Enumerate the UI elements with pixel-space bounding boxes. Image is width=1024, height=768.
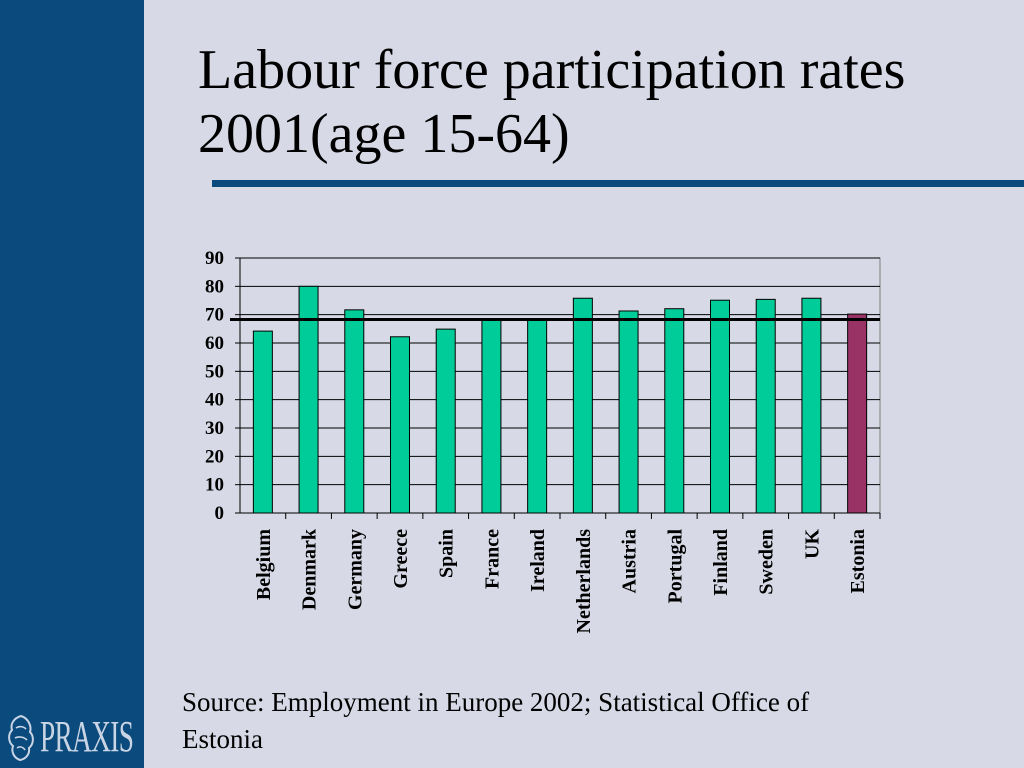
bar-germany [344,309,365,514]
bar-greece [390,336,410,514]
x-category-label: Denmark [299,528,321,610]
bar-austria [618,310,639,514]
y-tick-label: 60 [205,333,224,354]
source-note: Source: Employment in Europe 2002; Stati… [182,687,810,754]
x-category-label: Greece [390,529,412,589]
x-category-label: Germany [344,529,366,610]
praxis-logo: PRAXIS [4,708,140,764]
bar-portugal [664,308,685,514]
x-category-label: Estonia [847,529,869,593]
bar-finland [710,299,730,514]
x-category-label: Sweden [756,529,778,595]
x-category-label: France [481,529,503,589]
x-axis-ticks [285,513,881,519]
bars [252,285,868,514]
x-category-label: Belgium [253,529,275,600]
plot-area [239,257,881,514]
logo-wordmark: PRAXIS [40,712,134,761]
y-tick-label: 50 [205,361,224,382]
y-tick-label: 90 [205,248,224,269]
sidebar-band [0,0,144,768]
bar-france [481,319,502,514]
y-axis-ticks: 0 10 20 30 40 50 60 70 80 90 [205,248,240,524]
bar-netherlands [572,297,593,514]
x-category-label: Portugal [664,529,686,604]
bar-uk [801,297,822,514]
bar-spain [435,328,456,514]
x-category-label: Netherlands [573,529,595,634]
bar-belgium [252,330,273,514]
y-tick-label: 20 [205,446,224,467]
y-tick-label: 70 [205,305,224,326]
y-tick-label: 80 [205,276,224,297]
y-tick-label: 0 [215,503,225,524]
title-underline [212,180,1024,187]
x-category-label: Spain [436,529,458,578]
bar-sweden [755,298,776,514]
x-category-label: UK [801,529,823,559]
bar-chart: 0 10 20 30 40 50 60 70 80 90 Belgium Denmark German… [205,248,881,633]
y-tick-label: 30 [205,418,224,439]
y-tick-label: 40 [205,390,224,411]
x-category-label: Ireland [527,529,549,592]
bar-ireland [527,319,548,514]
x-axis-labels: Belgium Denmark Germany Greece Spain France Ir… [253,528,869,633]
x-category-label: Finland [710,529,732,596]
x-category-label: Austria [619,529,641,593]
y-tick-label: 10 [205,475,224,496]
lion-emblem-icon [8,714,34,762]
slide-title: Labour force participation rates 2001(ag… [198,39,906,165]
bar-estonia [847,313,868,514]
